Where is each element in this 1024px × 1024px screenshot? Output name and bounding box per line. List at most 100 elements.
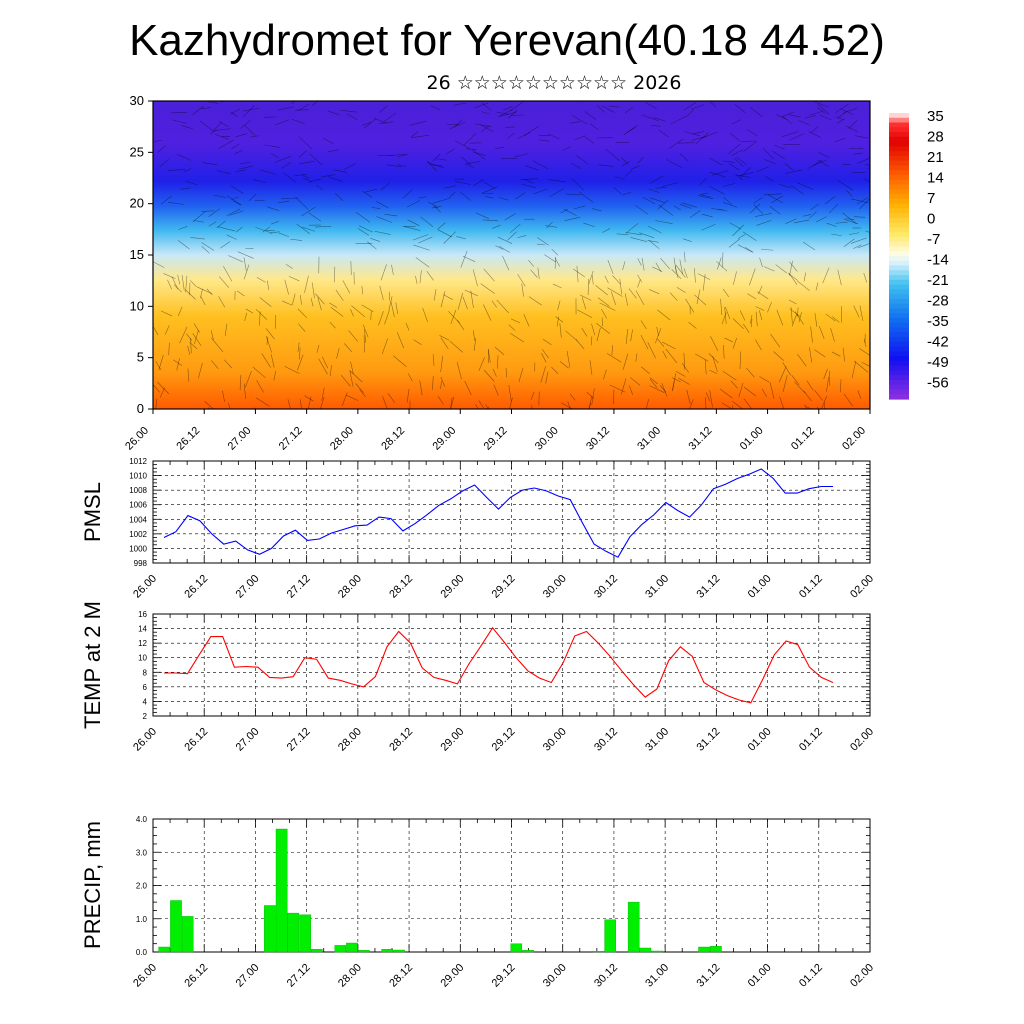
wind-barb bbox=[573, 205, 586, 210]
wind-barb bbox=[782, 362, 791, 376]
wind-barb bbox=[575, 155, 589, 165]
wind-barb bbox=[641, 258, 645, 271]
wind-barb bbox=[443, 185, 456, 189]
x-tick-label: 31.00 bbox=[643, 962, 671, 990]
wind-barb bbox=[329, 321, 336, 329]
wind-barb bbox=[548, 133, 560, 140]
wind-barb bbox=[290, 238, 303, 241]
wind-barb bbox=[621, 192, 631, 196]
wind-barb bbox=[299, 295, 302, 305]
y-tick-label: 1006 bbox=[129, 501, 147, 510]
wind-barb bbox=[270, 153, 279, 159]
wind-barb bbox=[291, 118, 305, 124]
wind-barb bbox=[749, 203, 761, 214]
wind-barb bbox=[334, 192, 344, 202]
wind-barb bbox=[842, 347, 845, 362]
wind-barb bbox=[709, 157, 723, 166]
wind-barb bbox=[640, 334, 649, 350]
x-tick-label: 29.00 bbox=[438, 962, 466, 990]
wind-barb bbox=[814, 349, 826, 358]
wind-barb bbox=[701, 131, 718, 139]
wind-barb bbox=[662, 350, 667, 359]
wind-barb bbox=[733, 271, 737, 285]
wind-barb bbox=[785, 218, 797, 224]
wind-barb bbox=[853, 152, 864, 155]
wind-barb bbox=[210, 330, 214, 340]
wind-barb bbox=[192, 210, 206, 223]
wind-barb bbox=[637, 279, 641, 288]
colorbar-swatch bbox=[889, 246, 909, 252]
x-tick-label: 26.00 bbox=[131, 962, 159, 990]
wind-barb bbox=[539, 134, 551, 137]
heatmap-field bbox=[153, 101, 870, 409]
heatmap-x-tick-label: 28.12 bbox=[379, 425, 407, 453]
wind-barb bbox=[655, 328, 662, 344]
wind-barb bbox=[483, 181, 496, 190]
wind-barb bbox=[299, 399, 302, 409]
wind-barb bbox=[530, 269, 538, 278]
wind-barb bbox=[863, 338, 867, 347]
wind-barb bbox=[655, 220, 673, 224]
wind-barb bbox=[576, 265, 579, 283]
x-tick-label: 28.00 bbox=[336, 962, 364, 990]
wind-barb bbox=[427, 201, 439, 208]
wind-barb bbox=[742, 231, 757, 241]
wind-barb bbox=[629, 377, 641, 386]
y-tick-label: 3.0 bbox=[136, 848, 148, 857]
wind-barb bbox=[384, 309, 390, 325]
wind-barb bbox=[826, 222, 837, 227]
wind-barb bbox=[379, 105, 388, 113]
wind-barb bbox=[473, 151, 487, 156]
wind-barb bbox=[243, 264, 250, 280]
wind-barb bbox=[710, 336, 719, 352]
wind-barb bbox=[635, 205, 649, 215]
wind-barb bbox=[465, 161, 480, 165]
colorbar-swatch bbox=[889, 132, 909, 138]
wind-barb bbox=[837, 111, 847, 119]
wind-barb bbox=[684, 251, 686, 263]
wind-barb bbox=[457, 320, 465, 331]
wind-barb bbox=[407, 219, 420, 227]
wind-barb bbox=[230, 111, 238, 117]
wind-barb bbox=[623, 124, 638, 136]
heatmap-y-tick-label: 5 bbox=[137, 350, 144, 365]
wind-barb bbox=[281, 300, 293, 306]
colorbar-swatch bbox=[889, 198, 909, 205]
wind-barb bbox=[794, 311, 804, 325]
wind-barb bbox=[181, 125, 194, 130]
wind-barb bbox=[342, 280, 351, 294]
wind-barb bbox=[301, 174, 310, 179]
wind-barb bbox=[709, 369, 718, 375]
wind-barb bbox=[436, 158, 447, 161]
wind-barb bbox=[323, 137, 334, 145]
wind-barb bbox=[554, 257, 560, 267]
wind-barb bbox=[857, 157, 870, 164]
wind-barb bbox=[357, 228, 370, 236]
wind-barb bbox=[413, 244, 430, 251]
wind-barb bbox=[376, 201, 389, 209]
wind-barb bbox=[851, 198, 869, 204]
colorbar-swatch bbox=[889, 303, 909, 310]
wind-barb bbox=[160, 310, 173, 317]
wind-barb bbox=[211, 360, 219, 369]
wind-barb bbox=[256, 380, 264, 393]
wind-barb bbox=[648, 226, 662, 234]
wind-barb bbox=[230, 185, 244, 194]
wind-barb bbox=[649, 379, 658, 389]
wind-barb bbox=[782, 375, 788, 392]
wind-barb bbox=[266, 336, 269, 345]
wind-barb bbox=[739, 351, 742, 370]
colorbar-swatch bbox=[889, 236, 909, 243]
wind-barb bbox=[252, 366, 266, 379]
wind-barb bbox=[497, 236, 513, 244]
wind-barb bbox=[464, 289, 478, 297]
wind-barb bbox=[761, 388, 767, 397]
wind-barb bbox=[551, 366, 559, 374]
wind-barb bbox=[371, 207, 381, 210]
wind-barb bbox=[701, 223, 716, 231]
wind-barb bbox=[340, 109, 357, 113]
wind-barb bbox=[565, 330, 578, 341]
wind-barb bbox=[798, 312, 802, 323]
wind-barb bbox=[789, 260, 793, 276]
wind-barb bbox=[234, 150, 243, 155]
